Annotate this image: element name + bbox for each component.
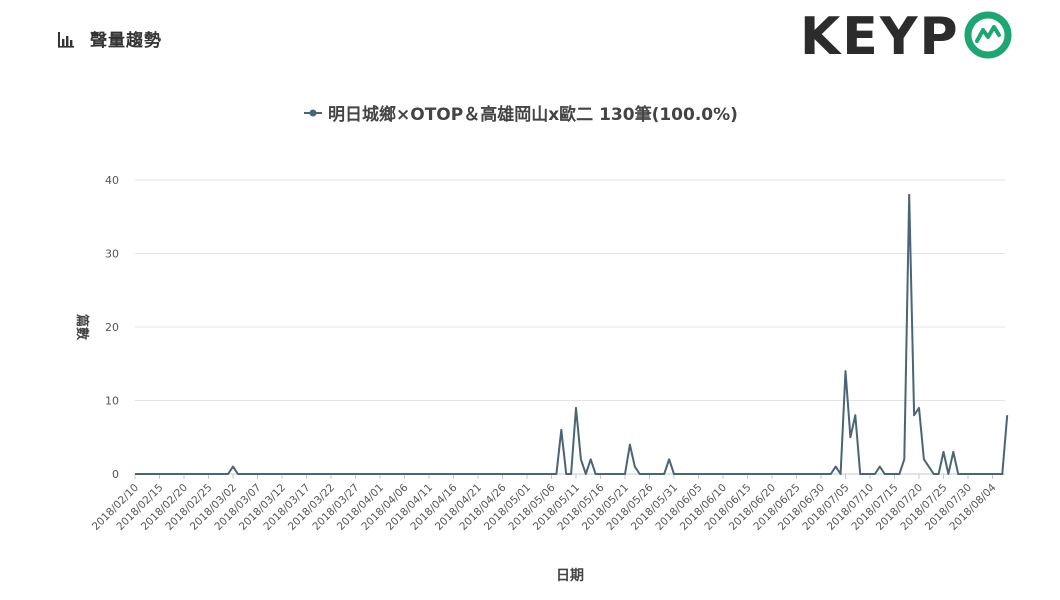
data-point[interactable] [913,402,925,414]
y-tick-label: 10 [105,395,119,408]
chart-legend[interactable]: 明日城鄉×OTOP＆高雄岡山x歐二 130筆(100.0%) [304,104,738,125]
y-tick-label: 30 [105,248,119,261]
data-point[interactable] [952,468,964,480]
data-point[interactable] [844,431,856,443]
section-title: 聲量趨勢 [90,31,162,51]
data-point[interactable] [854,468,866,480]
chart-grid [135,179,1005,475]
legend-label: 明日城鄉×OTOP＆高雄岡山x歐二 130筆(100.0%) [328,104,738,125]
data-point[interactable] [570,402,582,414]
data-point[interactable] [996,468,1008,480]
y-axis: 0 10 20 30 40 [105,174,119,481]
y-tick-label: 40 [105,174,119,187]
section-header: 聲量趨勢 [56,26,162,51]
y-tick-label: 20 [105,321,119,334]
data-point[interactable] [624,439,636,451]
data-point[interactable] [619,468,631,480]
data-point[interactable] [565,468,577,480]
data-point[interactable] [129,468,141,480]
chart-series [129,189,1013,480]
data-point[interactable] [879,468,891,480]
data-point[interactable] [663,453,675,465]
data-point[interactable] [903,189,915,201]
x-axis: 2018/02/102018/02/152018/02/202018/02/25… [90,474,999,533]
legend-marker-icon [309,109,317,117]
trend-chart: 明日城鄉×OTOP＆高雄岡山x歐二 130筆(100.0%) 0 10 20 30 40… [0,80,1060,596]
data-point[interactable] [668,468,680,480]
x-axis-label: 日期 [556,568,584,584]
data-point[interactable] [947,446,959,458]
data-point[interactable] [849,409,861,421]
data-point[interactable] [232,468,244,480]
series-line [135,193,1009,475]
data-point[interactable] [893,468,905,480]
keypo-o-logo-icon [964,11,1012,59]
y-axis-label: 篇數 [74,313,90,340]
trend-chart-svg: 明日城鄉×OTOP＆高雄岡山x歐二 130筆(100.0%) 0 10 20 30 40… [74,104,1013,584]
data-point[interactable] [898,453,910,465]
data-point[interactable] [840,365,852,377]
data-point[interactable] [555,424,567,436]
data-point[interactable] [1001,409,1013,421]
data-point[interactable] [585,453,597,465]
data-point[interactable] [590,468,602,480]
keypo-logo: KEYP [800,8,1012,60]
y-tick-label: 0 [112,468,119,481]
data-point[interactable] [835,468,847,480]
data-point[interactable] [634,468,646,480]
bar-chart-icon [58,31,74,48]
logo-text: KEYP [800,8,960,60]
